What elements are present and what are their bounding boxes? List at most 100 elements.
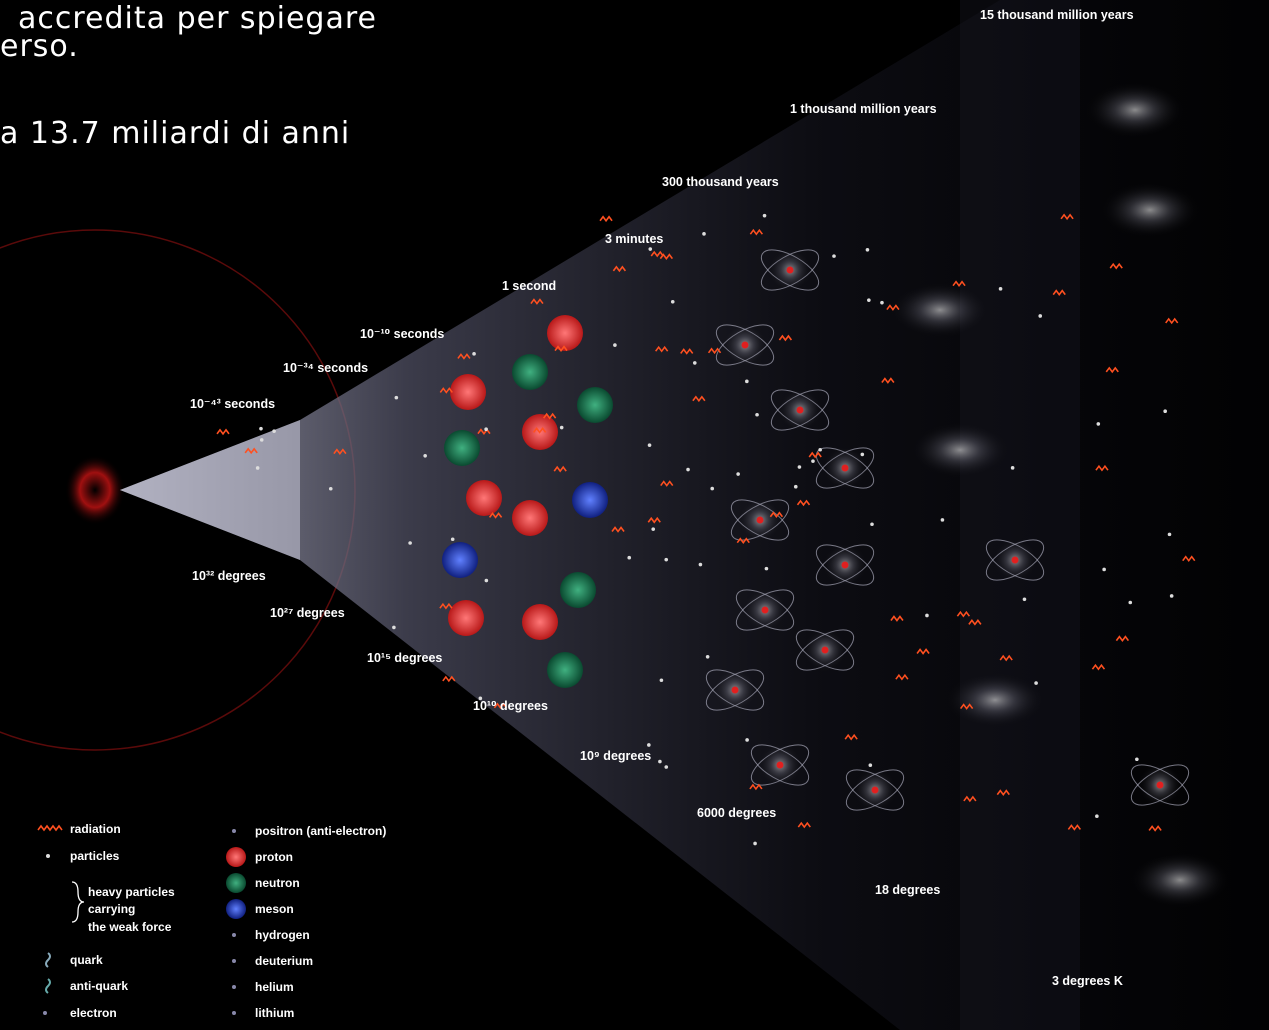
particle: [692, 361, 697, 365]
radiation: [890, 615, 904, 622]
radiation: [457, 353, 471, 360]
particle: [832, 254, 836, 258]
legend-quark: [45, 952, 51, 968]
legend-label: positron (anti-electron): [255, 824, 386, 838]
particle: [940, 518, 945, 522]
time-label: 300 thousand years: [662, 175, 779, 189]
radiation: [1060, 213, 1074, 221]
particle: [484, 578, 489, 583]
radiation: [844, 733, 858, 741]
particle: [328, 486, 333, 491]
particle: [472, 352, 476, 356]
particle: [745, 738, 749, 742]
time-label: 10⁻⁴³ seconds: [190, 397, 275, 411]
time-label: 1 thousand million years: [790, 102, 937, 116]
particle: [1010, 466, 1015, 470]
radiation: [1109, 262, 1123, 270]
particle: [702, 232, 706, 236]
legend-sphere: [226, 873, 246, 893]
galaxy: [1130, 852, 1230, 908]
particle: [793, 484, 798, 489]
radiation: [488, 512, 503, 519]
particle: [811, 459, 815, 463]
sphere: [442, 542, 478, 578]
particle: [392, 625, 396, 630]
particle: [705, 655, 710, 659]
legend-label: electron: [70, 1006, 117, 1020]
radiation: [553, 465, 567, 473]
radiation: [749, 783, 763, 791]
particle: [1163, 409, 1167, 414]
legend-antiquark: [45, 978, 51, 994]
radiation: [554, 345, 568, 352]
legend-dot: [232, 1011, 236, 1015]
nucleus: [1011, 556, 1019, 564]
legend-radiation: [37, 824, 63, 832]
legend-label: lithium: [255, 1006, 294, 1020]
legend-label: helium: [255, 980, 294, 994]
particle: [1167, 532, 1172, 537]
particle: [1022, 597, 1027, 602]
particle: [613, 343, 617, 347]
particle: [255, 466, 260, 470]
legend-label: hydrogen: [255, 928, 310, 942]
nucleus: [761, 606, 769, 614]
nucleus: [731, 686, 739, 694]
radiation: [707, 347, 722, 355]
radiation: [895, 673, 909, 681]
radiation: [530, 298, 544, 305]
radiation: [1182, 555, 1196, 563]
cone-tip: [120, 420, 300, 560]
radiation: [244, 447, 258, 455]
temperature-label: 10¹⁵ degrees: [367, 651, 442, 665]
radiation: [808, 451, 822, 459]
radiation: [542, 412, 557, 420]
time-label: 3 minutes: [605, 232, 663, 246]
sphere: [512, 354, 548, 390]
radiation: [1148, 825, 1162, 832]
particle: [484, 427, 488, 432]
galaxy: [1085, 82, 1185, 138]
galaxy: [1100, 182, 1200, 238]
particle: [450, 537, 455, 542]
radiation: [736, 537, 750, 545]
legend-label: heavy particles: [88, 885, 175, 899]
radiation: [769, 511, 784, 519]
particle: [559, 425, 564, 430]
nucleus: [1156, 781, 1164, 789]
singularity: [65, 455, 125, 525]
legend-label: the weak force: [88, 920, 172, 934]
nucleus: [786, 266, 794, 274]
particle: [880, 300, 884, 305]
radiation: [796, 499, 811, 507]
nucleus: [841, 561, 849, 569]
radiation: [1115, 635, 1130, 642]
time-label: 1 second: [502, 279, 556, 293]
legend-sphere: [226, 899, 246, 919]
particle: [651, 527, 656, 531]
particle: [259, 426, 263, 431]
radiation: [692, 395, 706, 403]
galaxy: [945, 672, 1045, 728]
particle: [627, 555, 632, 560]
nucleus: [841, 464, 849, 472]
radiation: [655, 345, 669, 353]
legend-label: meson: [255, 902, 294, 916]
particle: [998, 287, 1003, 291]
radiation: [886, 304, 900, 311]
particle: [1135, 757, 1139, 762]
sphere: [512, 500, 548, 536]
particle: [658, 759, 662, 764]
temperature-label: 10¹⁰ degrees: [473, 699, 548, 713]
sphere: [444, 430, 480, 466]
sphere: [466, 480, 502, 516]
particle: [868, 763, 873, 768]
sphere: [450, 374, 486, 410]
particle: [1038, 314, 1043, 318]
particle: [797, 465, 802, 469]
radiation: [532, 427, 547, 434]
radiation: [959, 703, 974, 710]
sphere: [522, 604, 558, 640]
